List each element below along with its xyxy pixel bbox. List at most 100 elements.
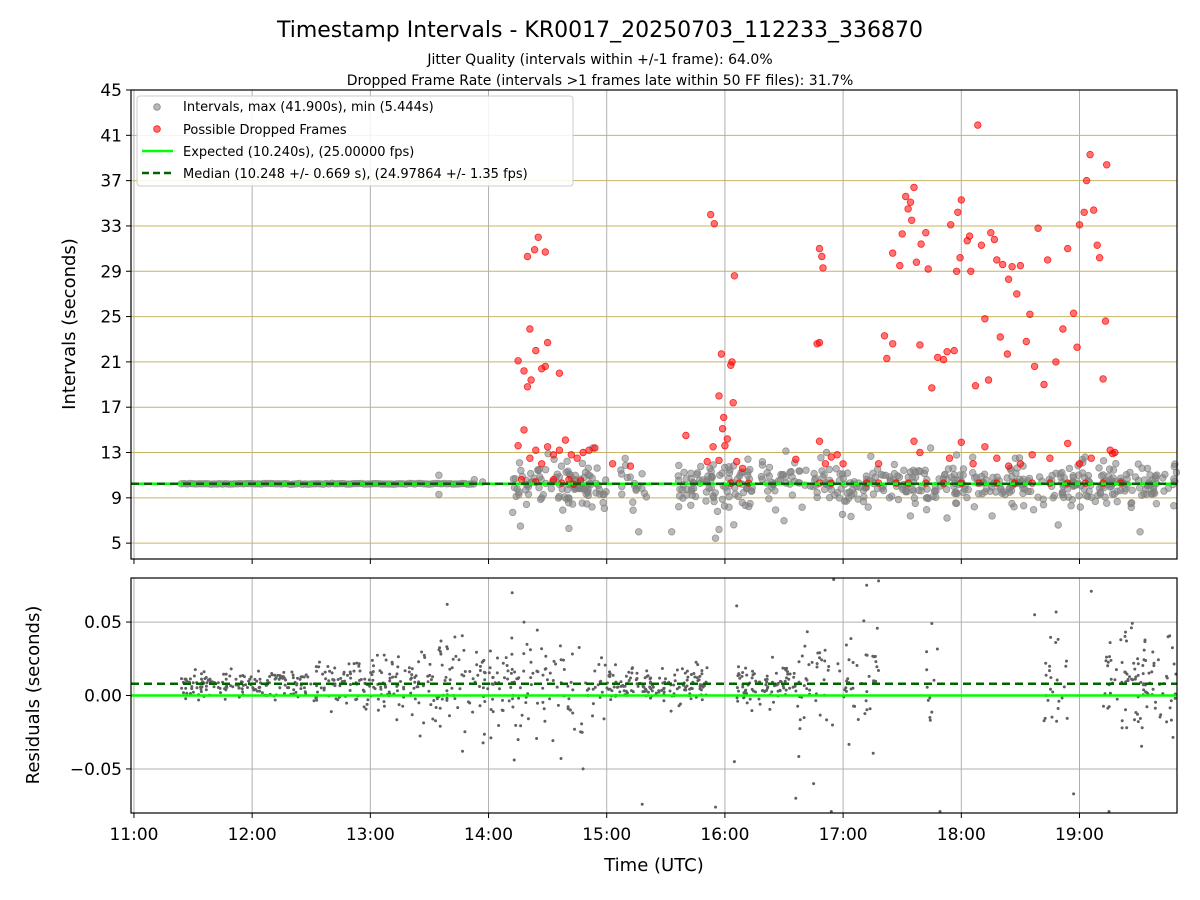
residual-point [1104, 659, 1108, 663]
residual-point [440, 697, 444, 701]
interval-point [734, 492, 742, 501]
interval-point [1001, 490, 1009, 499]
residual-point [468, 670, 472, 673]
dropped-frame-point [530, 245, 539, 254]
residual-point [765, 686, 769, 690]
dropped-frame-point [957, 438, 965, 446]
residual-point [1042, 719, 1046, 723]
residual-point [453, 635, 457, 639]
residual-point [627, 670, 631, 674]
residual-point [366, 698, 370, 702]
residual-point [330, 671, 334, 675]
residual-point [844, 643, 848, 647]
residual-point [873, 654, 877, 658]
dropped-frame-point [526, 454, 534, 462]
residual-point [295, 682, 299, 686]
residual-point [797, 660, 801, 664]
residual-point [599, 679, 603, 683]
dropped-frame-point [1093, 241, 1101, 249]
interval-point [758, 461, 767, 469]
interval-point [674, 472, 682, 480]
residual-point [240, 687, 244, 691]
interval-point [736, 472, 744, 480]
residual-point [1123, 670, 1127, 674]
residual-point [340, 680, 344, 683]
residual-point [544, 667, 548, 671]
residual-point [251, 686, 255, 690]
legend-marker-dropped [153, 125, 161, 133]
residual-point [517, 696, 521, 700]
residual-point [223, 697, 227, 701]
residual-point [1115, 697, 1119, 701]
dropped-frame-point [1028, 451, 1036, 459]
residual-point [1151, 687, 1155, 691]
dropped-frame-point [523, 252, 532, 261]
residual-point [224, 677, 228, 681]
interval-point [788, 491, 797, 499]
residual-point [698, 683, 702, 687]
residual-point [823, 648, 827, 652]
residual-point [511, 697, 514, 701]
interval-point [1126, 468, 1134, 477]
residual-point [805, 687, 809, 691]
dropped-frame-point [987, 228, 995, 237]
residual-point [339, 676, 343, 680]
residual-point [1113, 678, 1117, 682]
residual-point [740, 674, 744, 678]
residual-point [571, 688, 575, 692]
residual-point [529, 683, 533, 687]
residual-point [319, 686, 323, 690]
interval-point [1096, 488, 1104, 496]
residual-point [754, 679, 758, 683]
interval-point [825, 465, 833, 474]
interval-point [1102, 499, 1111, 507]
residual-point [372, 664, 375, 668]
residual-point [826, 668, 830, 672]
interval-point [871, 473, 880, 481]
interval-point [964, 486, 972, 494]
residual-point [491, 697, 495, 701]
residual-point [200, 672, 203, 676]
residual-point [273, 677, 277, 681]
residual-point [1144, 659, 1148, 662]
legend-entry-intervals: Intervals, max (41.900s), min (5.444s) [183, 100, 434, 115]
residual-point [542, 707, 546, 711]
residual-point [696, 679, 700, 683]
residual-point [1136, 662, 1140, 666]
residual-point [1131, 678, 1135, 682]
dropped-frame-point [573, 454, 581, 462]
residual-point [326, 665, 330, 668]
residual-point [798, 727, 802, 731]
interval-point [1029, 506, 1038, 514]
interval-point [687, 487, 696, 495]
residual-point [796, 704, 800, 708]
residual-point [426, 680, 430, 684]
residual-point [1168, 706, 1172, 710]
residual-point [847, 658, 851, 662]
residual-point [736, 699, 740, 703]
interval-point [697, 462, 705, 471]
residual-point [831, 723, 834, 727]
dropped-frame-point [1075, 221, 1084, 229]
dropped-frame-point [709, 443, 717, 451]
interval-point [588, 474, 596, 482]
interval-point [618, 490, 626, 498]
residual-point [631, 666, 634, 670]
residual-point [219, 691, 222, 695]
residual-point [928, 696, 932, 700]
residual-point [529, 660, 533, 664]
x-tick-label-8: 19:00 [1055, 825, 1104, 845]
interval-point [847, 491, 856, 500]
dropped-frame-point [916, 448, 924, 457]
residual-point [373, 687, 377, 691]
residual-point [328, 669, 332, 673]
residual-point [349, 683, 352, 686]
interval-point [820, 471, 828, 479]
residual-point [634, 678, 638, 682]
residual-point [468, 701, 472, 705]
x-tick-label-5: 16:00 [700, 825, 749, 845]
residual-point [1105, 655, 1108, 659]
residual-point [212, 685, 216, 689]
residual-point [200, 677, 203, 681]
